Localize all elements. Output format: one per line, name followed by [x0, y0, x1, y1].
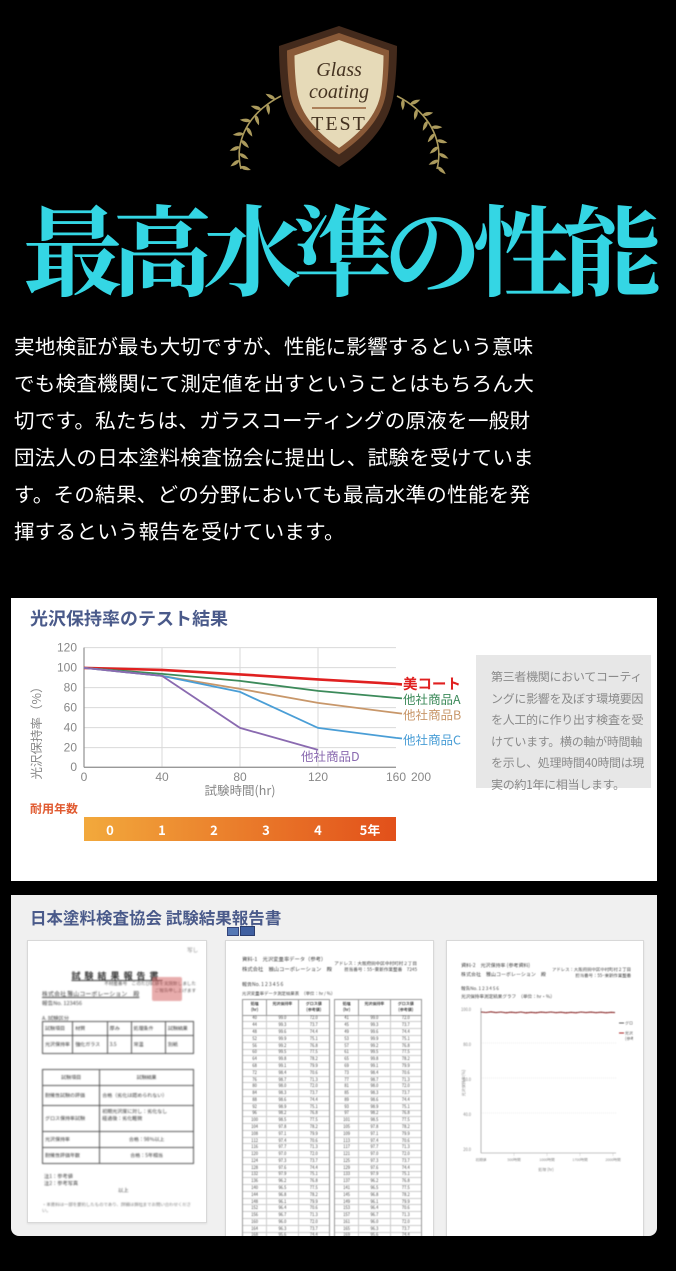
svg-text:160: 160: [386, 770, 406, 784]
svg-text:1000時間: 1000時間: [539, 1158, 555, 1163]
svg-text:光沢保持率（%）: 光沢保持率（%）: [26, 680, 45, 779]
svg-text:20: 20: [64, 741, 78, 755]
svg-text:他社商品D: 他社商品D: [301, 746, 360, 765]
svg-text:(参考値): (参考値): [625, 1036, 633, 1042]
svg-text:Glass: Glass: [316, 59, 362, 81]
svg-text:処理 (hr): 処理 (hr): [538, 1167, 554, 1173]
svg-text:2000時間: 2000時間: [605, 1158, 621, 1163]
svg-text:200: 200: [411, 770, 431, 784]
svg-text:500時間: 500時間: [507, 1158, 521, 1163]
svg-text:初期値: 初期値: [476, 1157, 487, 1163]
svg-text:80.0: 80.0: [463, 1042, 472, 1048]
svg-text:他社商品C: 他社商品C: [403, 730, 461, 749]
svg-text:グロス値: グロス値: [625, 1021, 633, 1027]
svg-text:1700時間: 1700時間: [572, 1158, 588, 1163]
svg-text:40: 40: [64, 721, 78, 735]
svg-text:他社商品B: 他社商品B: [403, 705, 461, 724]
svg-text:100.0: 100.0: [461, 1007, 472, 1013]
svg-text:40: 40: [155, 770, 169, 784]
svg-text:coating: coating: [309, 81, 369, 103]
svg-text:20.0: 20.0: [463, 1147, 472, 1153]
svg-text:80: 80: [64, 681, 78, 695]
svg-text:40.0: 40.0: [463, 1112, 472, 1118]
svg-text:試験時間(hr): 試験時間(hr): [205, 780, 276, 799]
svg-text:120: 120: [308, 770, 328, 784]
svg-text:60: 60: [64, 701, 78, 715]
svg-text:TEST: TEST: [311, 113, 367, 135]
svg-text:120: 120: [57, 641, 77, 655]
svg-text:0: 0: [70, 760, 77, 774]
svg-text:光沢保持率(%): 光沢保持率(%): [461, 1070, 467, 1096]
svg-text:0: 0: [81, 770, 88, 784]
svg-text:100: 100: [57, 661, 77, 675]
